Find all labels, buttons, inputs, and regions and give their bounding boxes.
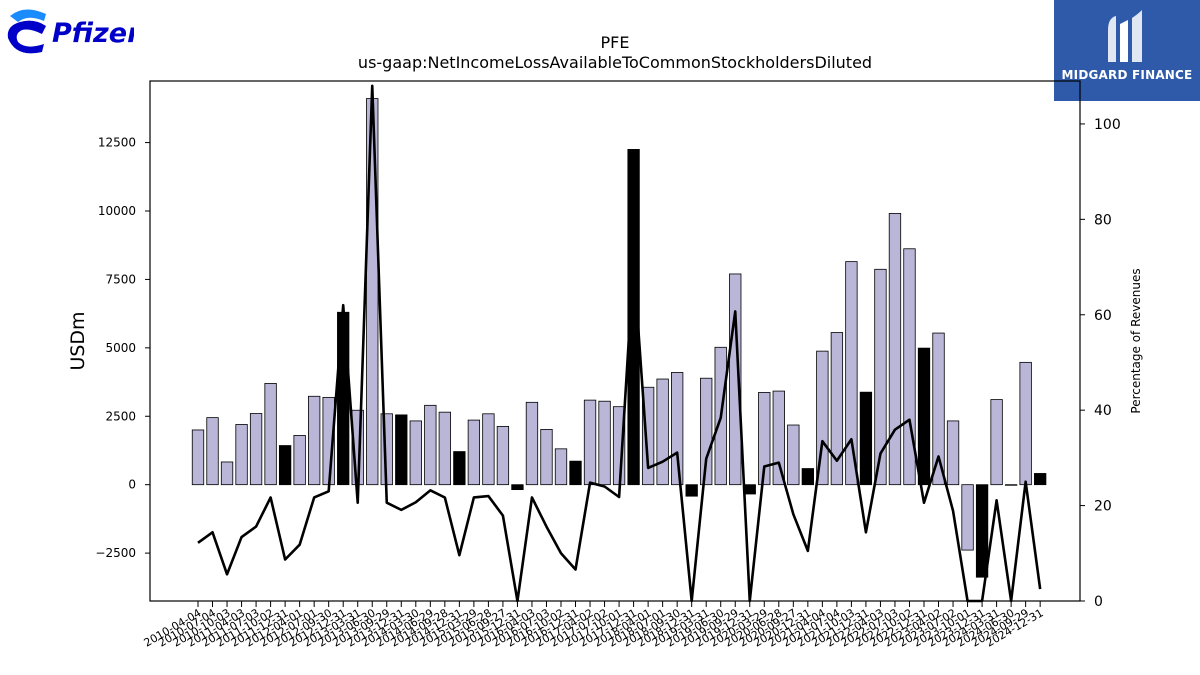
bar-2022-12-31 [917, 347, 931, 486]
bar-2014-03-30 [409, 420, 422, 486]
bar-2016-12-31 [569, 460, 582, 486]
y-tick-label: 2500 [105, 409, 136, 423]
bar-2015-09-27 [496, 425, 510, 486]
pfizer-logo: Pfizer [7, 9, 134, 54]
bar-2015-03-29 [467, 419, 481, 486]
bar-2022-04-03 [874, 268, 887, 486]
y-axis-left: −2500 0 2500 5000 7500 10000 12500 [95, 136, 150, 560]
midgard-wordmark: MIDGARD FINANCE [1061, 68, 1193, 82]
bar-2019-09-29 [729, 273, 742, 486]
bar-2011-07-03 [249, 413, 263, 486]
bar-2024-06-30 [1004, 484, 1018, 486]
bar-2017-12-31 [627, 149, 640, 486]
bar-2010-10-03 [220, 461, 234, 486]
bar-2013-06-30 [366, 98, 379, 486]
bar-2018-04-01 [641, 386, 655, 486]
bar-2012-04-01 [293, 435, 306, 486]
bar-2011-04-03 [235, 424, 248, 486]
bars-layer [191, 98, 1047, 578]
bar-2021-07-04 [830, 332, 844, 486]
bar-2021-12-31 [859, 391, 873, 486]
y-axis-label: USDm [67, 311, 89, 370]
bar-2011-12-31 [278, 445, 292, 486]
bar-2020-12-31 [801, 468, 814, 486]
bar-2024-12-31 [1034, 473, 1047, 486]
bar-2016-07-03 [540, 428, 553, 486]
bar-2023-04-02 [932, 332, 945, 486]
bar-2016-10-02 [554, 448, 568, 486]
bar-2020-06-28 [772, 390, 785, 486]
bar-2019-12-31 [743, 484, 756, 495]
y2-tick-label: 100 [1094, 117, 1121, 133]
y-tick-label: 10000 [98, 204, 136, 218]
bar-2013-12-31 [395, 414, 408, 486]
midgard-finance-logo: MIDGARD FINANCE [1054, 0, 1200, 101]
bar-2018-07-01 [656, 378, 669, 486]
bar-2022-07-03 [888, 213, 902, 486]
bar-2022-10-02 [903, 248, 916, 486]
y2-tick-label: 80 [1094, 212, 1112, 228]
bar-2020-03-29 [758, 392, 771, 486]
bar-2011-10-02 [264, 383, 277, 486]
bar-2021-04-04 [816, 350, 829, 486]
bar-2015-12-31 [511, 484, 524, 491]
bar-2014-09-28 [438, 411, 451, 486]
bar-2012-07-01 [308, 395, 321, 486]
y-tick-label: −2500 [95, 546, 136, 560]
bar-2024-03-31 [990, 399, 1003, 486]
bar-2012-12-31 [337, 311, 350, 486]
series-line-percentage-of-revenues [197, 84, 1042, 603]
bar-2015-06-28 [482, 413, 495, 486]
bar-2010-04-04 [191, 429, 205, 486]
y-tick-label: 0 [128, 478, 136, 492]
bar-2023-10-01 [961, 484, 974, 551]
y2-axis-label: Percentage of Revenues [1129, 268, 1143, 413]
line-layer [197, 84, 1042, 603]
bar-2017-07-02 [598, 400, 611, 486]
bar-2021-10-03 [845, 261, 858, 486]
y2-tick-label: 60 [1094, 308, 1112, 324]
bar-2018-12-31 [685, 484, 698, 497]
y2-tick-label: 0 [1094, 594, 1103, 610]
bar-2019-03-31 [700, 377, 713, 486]
bar-2010-07-04 [206, 417, 219, 486]
chart-subtitle: us-gaap:NetIncomeLossAvailableToCommonSt… [358, 53, 872, 72]
pfizer-wordmark: Pfizer [52, 18, 134, 49]
plot-frame [149, 80, 1081, 602]
y2-tick-label: 20 [1094, 499, 1112, 515]
x-axis: 2010-04-042010-07-042010-10-032011-04-03… [142, 601, 1046, 650]
y-tick-label: 7500 [105, 272, 136, 286]
y2-tick-label: 40 [1094, 403, 1112, 419]
y-tick-label: 5000 [105, 341, 136, 355]
bar-2018-09-30 [671, 372, 684, 486]
bar-2014-06-29 [424, 404, 437, 486]
chart-title: PFE [601, 33, 630, 52]
y-axis-right: 0 20 40 60 80 100 [1080, 117, 1121, 610]
bar-2016-04-03 [525, 401, 539, 486]
bar-2017-04-02 [583, 399, 597, 486]
bar-2020-09-27 [787, 424, 800, 486]
bar-2023-12-31 [975, 484, 989, 578]
bar-2014-12-31 [453, 451, 466, 486]
y-tick-label: 12500 [98, 136, 136, 150]
bar-2024-09-29 [1019, 361, 1032, 486]
bar-2023-07-02 [946, 420, 960, 486]
midgard-emblem-icon [1108, 10, 1142, 62]
